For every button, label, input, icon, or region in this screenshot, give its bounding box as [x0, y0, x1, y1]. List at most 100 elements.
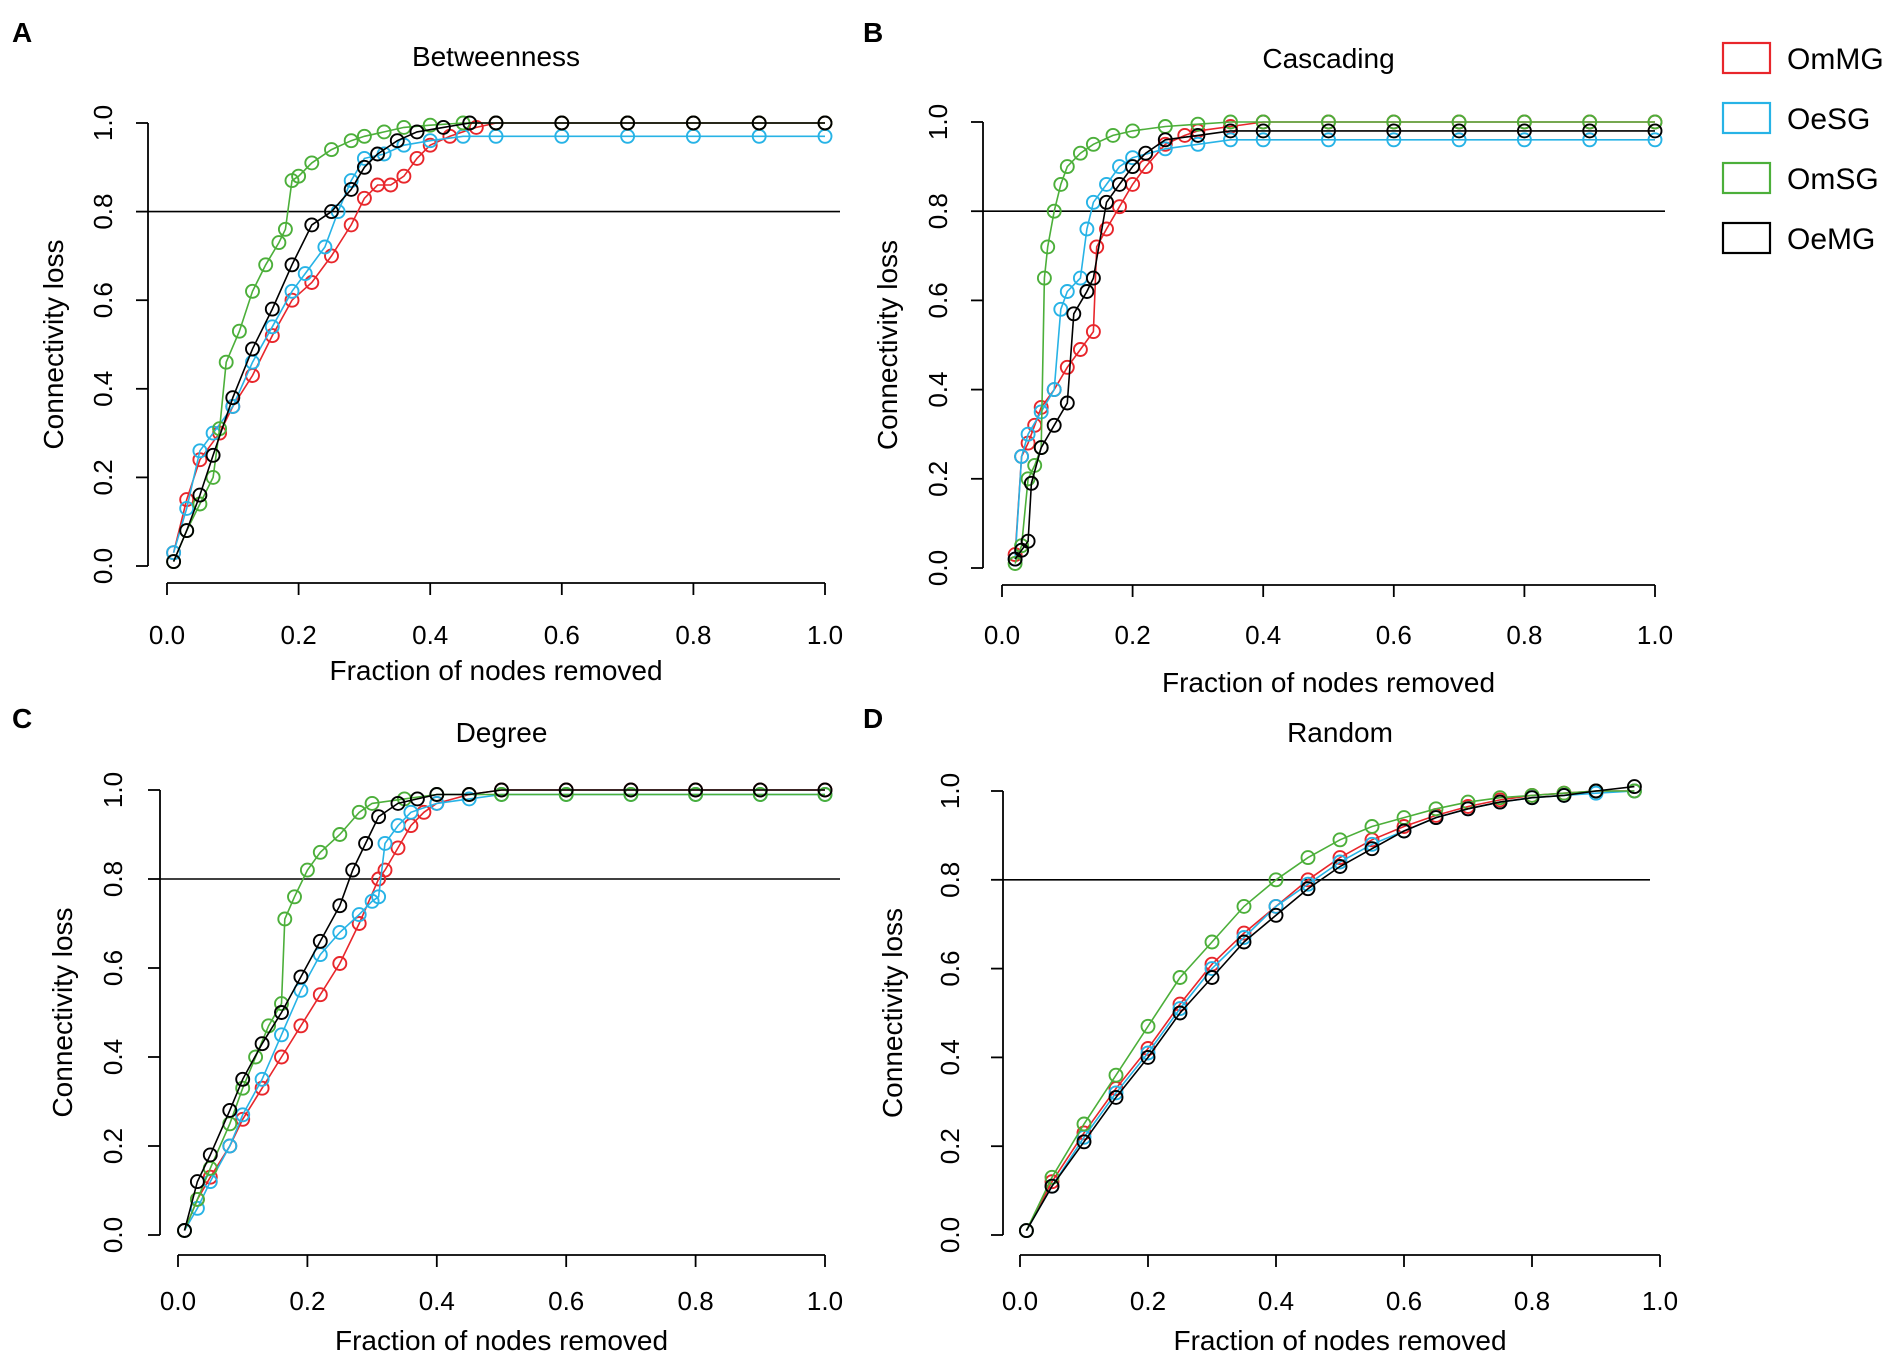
data-point-oesg — [1046, 382, 1062, 398]
data-point-oemg — [284, 257, 300, 273]
data-point-ommg — [1099, 221, 1114, 237]
panel-d: D Random 0.0 0.2 0.4 0.6 0.8 1.0 Connectivity lo… — [863, 703, 1678, 1356]
data-point-oemg — [1059, 395, 1075, 411]
data-point-oemg — [370, 146, 386, 162]
data-point-oesg — [192, 443, 208, 459]
data-point-omsg — [1647, 114, 1663, 130]
data-point-ommg — [1112, 199, 1127, 215]
series-oemg — [166, 115, 833, 570]
x-tick-label: 0.0 — [984, 620, 1020, 650]
y-tick-label: 0.8 — [923, 193, 953, 229]
data-point-oesg — [371, 889, 387, 905]
data-point-omsg — [364, 795, 380, 811]
data-point-ommg — [396, 168, 412, 184]
data-point-oesg — [351, 907, 367, 923]
data-point-oesg — [1172, 1001, 1188, 1017]
data-point-oemg — [1138, 145, 1154, 161]
data-point-omsg — [494, 787, 509, 802]
data-point-oesg — [284, 283, 300, 299]
panel-c: C Degree 0.0 0.2 0.4 0.6 0.8 1.0 Connectivity lo… — [12, 703, 843, 1356]
data-point-ommg — [1085, 324, 1101, 340]
data-point-omsg — [1046, 203, 1062, 219]
data-point-ommg — [254, 1080, 270, 1096]
panel-letter: B — [863, 17, 883, 48]
panel-title: Cascading — [1262, 43, 1394, 74]
y-axis-label: Connectivity loss — [872, 240, 903, 450]
series-line-ommg — [1025, 790, 1635, 1231]
data-point-oemg — [179, 523, 195, 539]
legend-label-oesg: OeSG — [1787, 103, 1870, 136]
data-point-oemg — [1236, 934, 1252, 950]
y-tick-label: 0.4 — [935, 1039, 965, 1075]
series-ommg — [1018, 783, 1642, 1239]
data-point-omsg — [291, 168, 307, 184]
data-point-oesg — [356, 150, 372, 166]
panel-letter: A — [12, 17, 32, 48]
data-point-oesg — [179, 500, 195, 516]
y-tick-label: 0.0 — [935, 1217, 965, 1253]
data-point-oemg — [462, 115, 478, 131]
data-point-omsg — [277, 221, 293, 237]
data-point-oesg — [317, 239, 333, 255]
data-point-oemg — [1204, 970, 1220, 985]
y-axis-label: Connectivity loss — [877, 908, 908, 1118]
data-point-oemg — [332, 898, 348, 914]
data-point-oemg — [1492, 794, 1508, 810]
data-point-oemg — [461, 787, 477, 802]
data-point-oemg — [324, 204, 339, 220]
panel-b: B Cascading 0.0 0.2 0.4 0.6 0.8 1.0 Connectivity… — [863, 17, 1673, 698]
series-omsg — [1018, 783, 1642, 1239]
data-point-omsg — [277, 911, 293, 927]
data-point-oemg — [356, 159, 372, 175]
data-point-oemg — [205, 447, 221, 463]
data-point-oemg — [409, 124, 425, 140]
data-point-oemg — [254, 1036, 270, 1052]
data-point-omsg — [356, 128, 372, 144]
data-point-oesg — [264, 319, 280, 335]
data-point-ommg — [1044, 1174, 1060, 1190]
x-tick-label: 0.4 — [1258, 1286, 1294, 1316]
data-point-oemg — [166, 554, 182, 570]
data-point-omsg — [376, 124, 392, 140]
series-oesg — [1018, 783, 1642, 1239]
data-point-omsg — [1085, 136, 1101, 152]
series-oemg — [1007, 123, 1663, 567]
data-point-oesg — [1386, 132, 1402, 148]
data-point-ommg — [202, 1169, 218, 1185]
series-line-oemg — [183, 789, 825, 1231]
data-point-omsg — [1582, 114, 1598, 130]
x-tick-label: 0.6 — [1376, 620, 1412, 650]
data-point-oemg — [1020, 533, 1036, 549]
data-point-oemg — [1588, 783, 1604, 799]
data-point-omsg — [324, 142, 339, 158]
data-point-oesg — [1647, 132, 1663, 148]
series-line-oesg — [172, 135, 825, 553]
x-tick-label: 0.0 — [1002, 1286, 1038, 1316]
data-point-ommg — [1172, 996, 1188, 1012]
data-point-oemg — [1255, 123, 1271, 139]
data-point-oemg — [488, 115, 504, 131]
y-tick-label: 0.6 — [935, 951, 965, 987]
data-point-omsg — [231, 323, 247, 339]
data-point-ommg — [1059, 359, 1075, 375]
data-point-ommg — [351, 916, 367, 931]
data-point-oemg — [293, 969, 309, 985]
panel-title: Degree — [456, 717, 548, 748]
data-point-oemg — [1300, 881, 1316, 897]
data-point-oesg — [332, 924, 348, 940]
x-axis-label: Fraction of nodes removed — [329, 655, 662, 686]
data-point-oemg — [245, 341, 260, 357]
data-point-oemg — [1647, 123, 1663, 139]
panel-letter: C — [12, 703, 32, 734]
series-line-oesg — [1025, 790, 1635, 1231]
data-point-oemg — [1018, 1223, 1034, 1239]
data-point-omsg — [1172, 970, 1188, 985]
y-tick-label: 0.8 — [935, 862, 965, 898]
data-point-omsg — [396, 119, 412, 135]
data-point-ommg — [377, 862, 393, 878]
x-tick-label: 0.6 — [544, 620, 580, 650]
data-point-oesg — [1321, 132, 1336, 148]
data-point-oesg — [1190, 136, 1206, 152]
data-point-oesg — [235, 1107, 251, 1123]
data-point-omsg — [1223, 114, 1238, 130]
